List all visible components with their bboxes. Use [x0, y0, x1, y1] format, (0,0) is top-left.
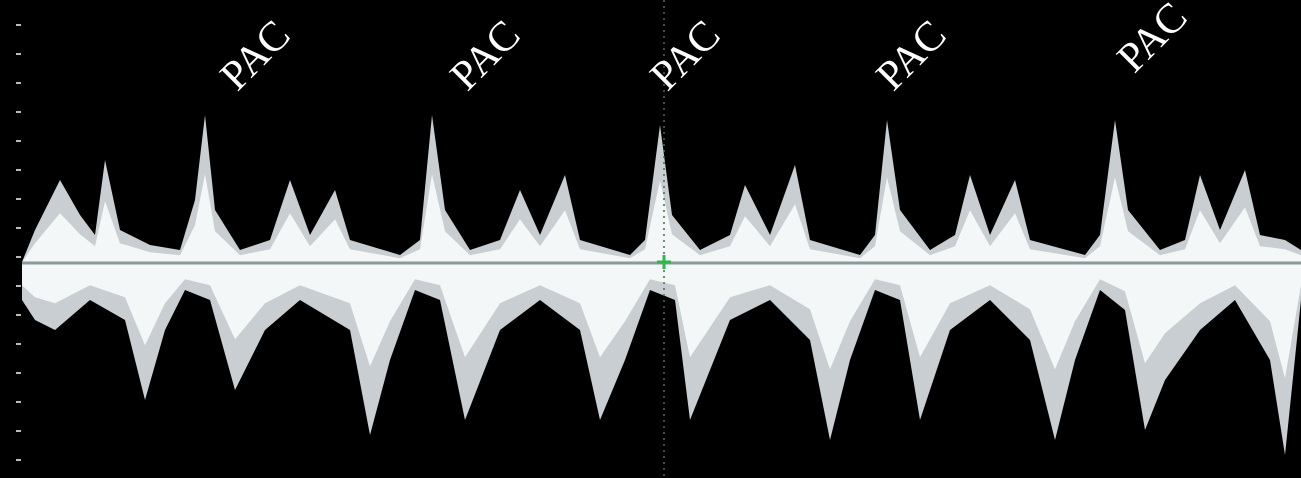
- depth-scale: [16, 24, 21, 461]
- waveform-spectrum: [22, 115, 1301, 455]
- doppler-waveform: [22, 115, 1301, 455]
- waveform-core: [22, 174, 1301, 379]
- cursor-cross: [657, 255, 671, 269]
